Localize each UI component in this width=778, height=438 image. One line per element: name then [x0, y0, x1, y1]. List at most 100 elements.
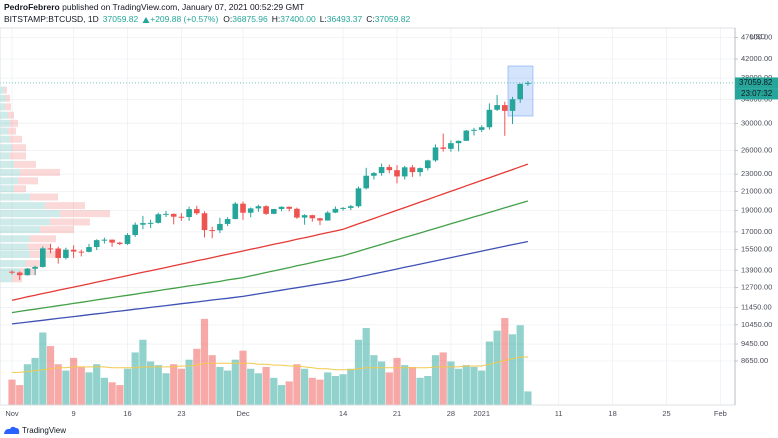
candle-body [363, 175, 369, 189]
candle-body [93, 240, 100, 248]
open-value: 36875.96 [232, 14, 268, 24]
profile-down [12, 144, 26, 152]
change: +209.88 (+0.57%) [150, 14, 218, 24]
volume-bar [401, 365, 409, 405]
volume-bar [85, 372, 93, 405]
candle-body [324, 212, 331, 221]
profile-up [0, 152, 10, 160]
profile-down [10, 152, 26, 160]
volume-bar [77, 366, 85, 405]
profile-down [10, 119, 18, 127]
volume-bar [439, 352, 447, 405]
volume-bar [123, 368, 132, 405]
volume-bar [23, 364, 31, 405]
candle-body [124, 235, 131, 244]
volume-bar [462, 365, 470, 405]
volume-bar [116, 385, 124, 405]
candle-body [186, 209, 192, 218]
profile-down [20, 168, 60, 176]
x-tick-label: 16 [123, 409, 131, 418]
x-tick-label: 23 [177, 409, 185, 418]
volume-bar [185, 359, 193, 405]
profile-down [30, 193, 58, 201]
candle-body [217, 223, 223, 231]
profile-down [8, 111, 14, 119]
open-label: O: [223, 14, 232, 24]
candle-body [140, 223, 146, 225]
candle-body [286, 206, 292, 209]
volume-bar [200, 318, 209, 405]
volume-bar [308, 377, 316, 405]
candle-body [101, 239, 108, 241]
volume-bar [447, 361, 455, 405]
candle-body [155, 214, 162, 223]
profile-up [0, 193, 30, 201]
profile-down [50, 218, 90, 226]
candle-body [147, 222, 154, 224]
profile-down [14, 160, 36, 168]
volume-bar [285, 381, 293, 405]
profile-down [28, 243, 50, 251]
profile-down [14, 185, 26, 193]
moving-average [11, 240, 529, 325]
candle-body [386, 167, 393, 171]
x-tick-label: 9 [72, 409, 76, 418]
profile-up [0, 86, 4, 94]
low-label: L: [320, 14, 327, 24]
volume-bar [431, 355, 440, 405]
profile-up [0, 177, 18, 185]
profile-up [0, 127, 8, 135]
candle-body [16, 272, 23, 276]
profile-up [0, 260, 26, 268]
candle-body [9, 271, 15, 273]
candle-body [40, 248, 46, 267]
volume-bar [62, 370, 70, 405]
moving-average [11, 200, 529, 314]
x-tick-label: 25 [662, 409, 670, 418]
change-arrow [142, 17, 150, 23]
author: PedroFebrero [4, 2, 60, 12]
profile-down [10, 135, 22, 143]
volume-bar [416, 377, 424, 405]
profile-down [45, 202, 85, 210]
volume-bar [478, 370, 486, 405]
currency: USD [750, 32, 766, 41]
x-tick-label: 2021 [473, 409, 490, 418]
candle-body [355, 188, 362, 207]
volume-bar [339, 374, 347, 405]
candle-body [378, 167, 385, 174]
candle-body [271, 208, 277, 214]
volume-bar [54, 364, 62, 405]
volume-bar [470, 366, 478, 405]
candle-body [55, 248, 61, 258]
volume-bar [516, 325, 524, 405]
high-value: 37400.00 [280, 14, 316, 24]
candle-body [432, 147, 439, 161]
profile-up [0, 160, 14, 168]
candle-body [255, 206, 262, 209]
candle-body [417, 168, 423, 173]
volume-bar [231, 359, 239, 405]
candle-body [78, 251, 85, 253]
y-tick-label: 19000.00 [741, 206, 772, 215]
profile-up [0, 202, 45, 210]
volume-bar [239, 350, 247, 405]
candle-body [240, 203, 246, 213]
x-tick-label: Dec [236, 409, 250, 418]
candle-body [455, 140, 462, 144]
x-tick-label: 14 [339, 409, 347, 418]
candle-body [494, 105, 500, 110]
candle-body [32, 266, 38, 269]
profile-down [4, 86, 7, 94]
y-tick-label: 42000.00 [741, 54, 772, 63]
y-tick-label: 12700.00 [741, 283, 772, 292]
candle-body [201, 213, 208, 231]
volume-bar [293, 364, 301, 405]
volume-bar [247, 368, 255, 405]
candle-body [517, 83, 523, 100]
last-price: 37059.82 [103, 14, 139, 24]
candle-body [170, 213, 177, 217]
publish-line: PedroFebrero published on TradingView.co… [4, 2, 304, 12]
volume-bar [224, 370, 232, 405]
